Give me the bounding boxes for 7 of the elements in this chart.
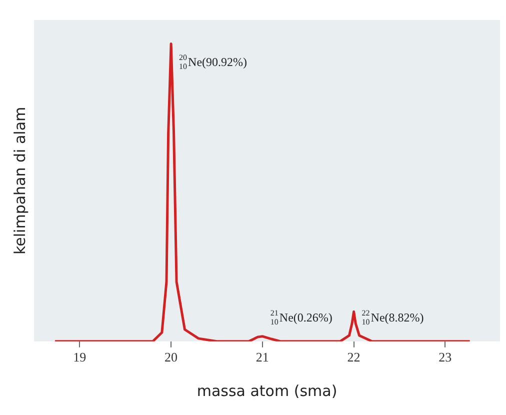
x-tick-label: 20 [164,350,178,365]
x-tick-label: 23 [438,350,452,365]
y-axis-title: kelimpahan di alam [10,106,29,255]
x-tick-label: 21 [256,350,269,365]
x-axis-title: massa atom (sma) [196,382,338,400]
x-tick-label: 19 [73,350,86,365]
x-tick-label: 22 [347,350,360,365]
